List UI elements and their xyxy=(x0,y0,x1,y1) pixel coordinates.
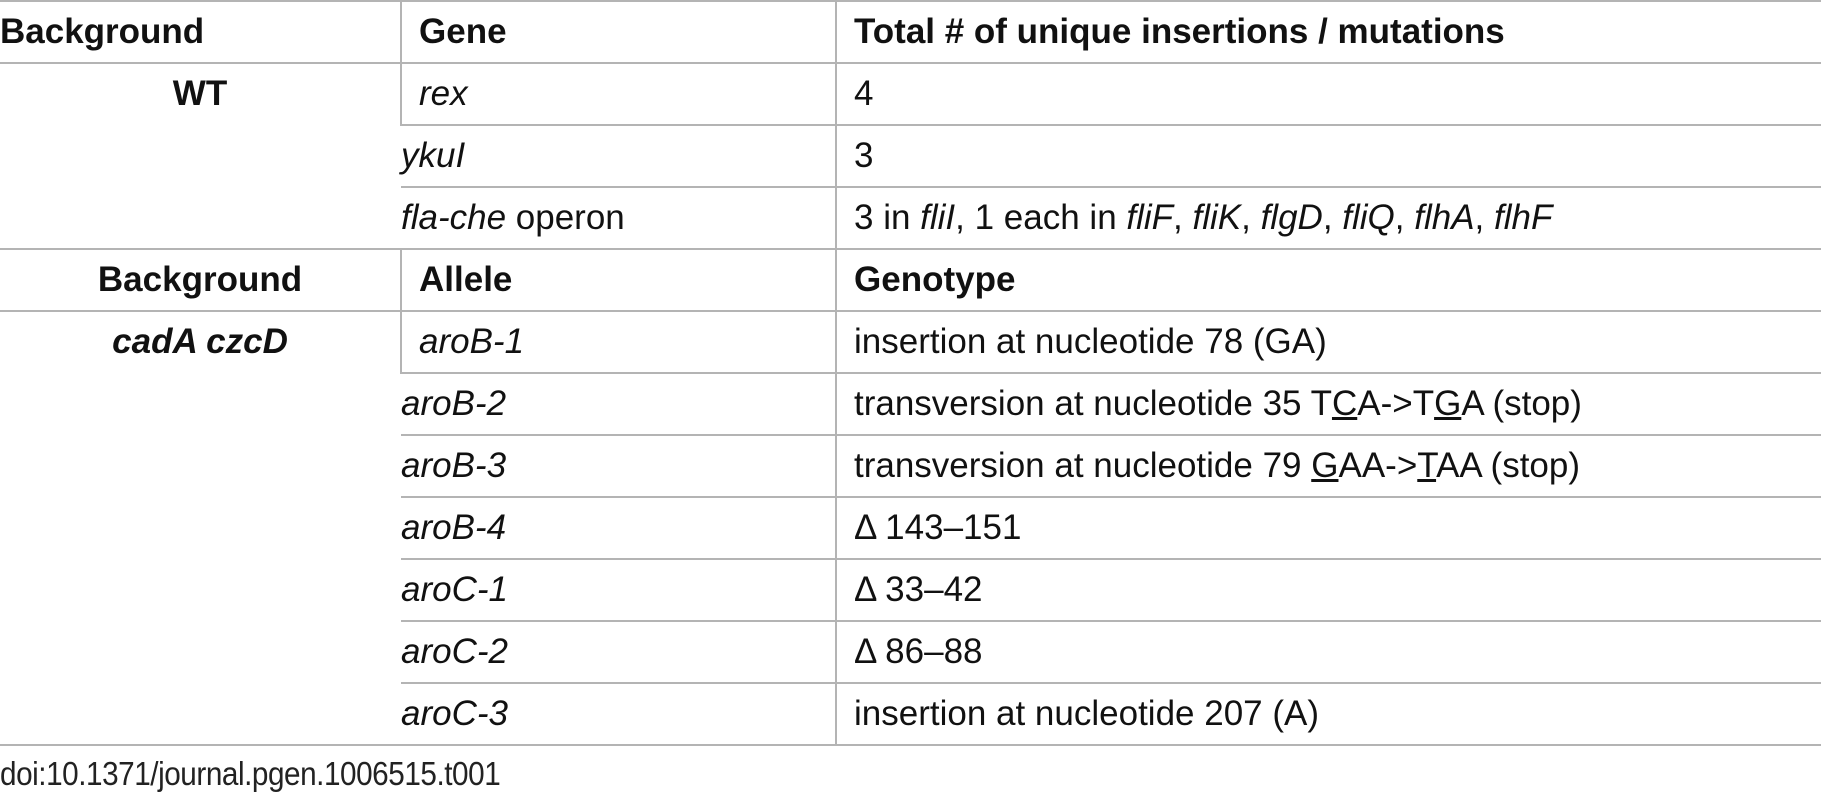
count-cell: 3 xyxy=(835,125,1821,188)
mutated-base: C xyxy=(1331,384,1358,423)
separator: , xyxy=(1394,198,1415,237)
header-gene: Gene xyxy=(400,0,836,64)
genotype-text: AA-> xyxy=(1338,446,1418,485)
table-row: aroC-2 Δ 86–88 xyxy=(0,621,1821,684)
table-row: ykuI 3 xyxy=(0,125,1821,188)
header-total-insertions: Total # of unique insertions / mutations xyxy=(835,0,1821,64)
gene-cell: fla-che operon xyxy=(401,187,836,249)
separator: , xyxy=(1322,198,1343,237)
count-text: , 1 each in xyxy=(955,198,1127,237)
header-allele: Allele xyxy=(400,248,836,312)
genotype-text: A (stop) xyxy=(1461,384,1582,423)
mutated-base: T xyxy=(1417,446,1437,485)
header-background: Background xyxy=(0,248,401,312)
gene-flgD: flgD xyxy=(1260,198,1323,237)
gene-fliQ: fliQ xyxy=(1342,198,1395,237)
table-row: aroB-2 transversion at nucleotide 35 TCA… xyxy=(0,373,1821,436)
genotype-text: transversion at nucleotide 35 T xyxy=(854,384,1332,423)
gene-fliF: fliF xyxy=(1126,198,1174,237)
mutated-base: G xyxy=(1311,446,1339,485)
genotype-text: AA (stop) xyxy=(1436,446,1581,485)
allele-cell: aroB-4 xyxy=(401,497,836,560)
header-row-mutant: Background Allele Genotype xyxy=(0,248,1821,312)
genotype-cell: transversion at nucleotide 79 GAA->TAA (… xyxy=(835,435,1821,498)
count-cell: 3 in fliI, 1 each in fliF, fliK, flgD, f… xyxy=(835,187,1821,249)
background-cada-czcd: cadA czcD xyxy=(0,311,401,746)
genotype-text: A->T xyxy=(1357,384,1435,423)
header-background: Background xyxy=(0,0,401,64)
allele-cell: aroB-3 xyxy=(401,435,836,498)
genotype-cell: Δ 143–151 xyxy=(835,497,1821,560)
allele-cell: aroB-2 xyxy=(401,373,836,436)
genotype-cell: Δ 86–88 xyxy=(835,621,1821,684)
table-row: aroB-4 Δ 143–151 xyxy=(0,497,1821,560)
table-row: WT rex 4 xyxy=(0,63,1821,126)
separator: , xyxy=(1474,198,1494,237)
mutated-base: G xyxy=(1434,384,1462,423)
allele-cell: aroB-1 xyxy=(400,311,836,374)
gene-fliI: fliI xyxy=(920,198,956,237)
genotype-cell: transversion at nucleotide 35 TCA->TGA (… xyxy=(835,373,1821,436)
gene-fliK: fliK xyxy=(1192,198,1242,237)
gene-flhA: flhA xyxy=(1414,198,1475,237)
table-row: cadA czcD aroB-1 insertion at nucleotide… xyxy=(0,311,1821,746)
gene-italic: fla-che xyxy=(401,198,507,237)
separator: , xyxy=(1241,198,1261,237)
allele-cell: aroC-3 xyxy=(401,683,836,746)
table-row: aroC-3 insertion at nucleotide 207 (A) xyxy=(0,683,1821,746)
allele-cell: aroC-1 xyxy=(401,559,836,622)
header-genotype: Genotype xyxy=(835,248,1821,312)
count-cell: 4 xyxy=(835,63,1821,126)
doi-caption: doi:10.1371/journal.pgen.1006515.t001 xyxy=(0,755,501,792)
header-row-wt: Background Gene Total # of unique insert… xyxy=(0,0,1821,64)
background-wt: WT xyxy=(172,74,228,113)
genotype-cell: Δ 33–42 xyxy=(835,559,1821,622)
count-text: 3 in xyxy=(854,198,921,237)
gene-plain: operon xyxy=(506,198,625,237)
gene-cell: ykuI xyxy=(401,125,836,188)
genotype-cell: insertion at nucleotide 78 (GA) xyxy=(835,311,1821,374)
gene-flhF: flhF xyxy=(1494,198,1553,237)
genotype-text: transversion at nucleotide 79 xyxy=(854,446,1312,485)
table-row: aroB-3 transversion at nucleotide 79 GAA… xyxy=(0,435,1821,498)
mutations-table: Background Gene Total # of unique insert… xyxy=(0,0,1821,746)
separator: , xyxy=(1173,198,1193,237)
table-row: fla-che operon 3 in fliI, 1 each in fliF… xyxy=(0,187,1821,249)
genotype-cell: insertion at nucleotide 207 (A) xyxy=(835,683,1821,746)
allele-cell: aroC-2 xyxy=(401,621,836,684)
gene-cell: rex xyxy=(400,63,836,126)
table-row: aroC-1 Δ 33–42 xyxy=(0,559,1821,622)
